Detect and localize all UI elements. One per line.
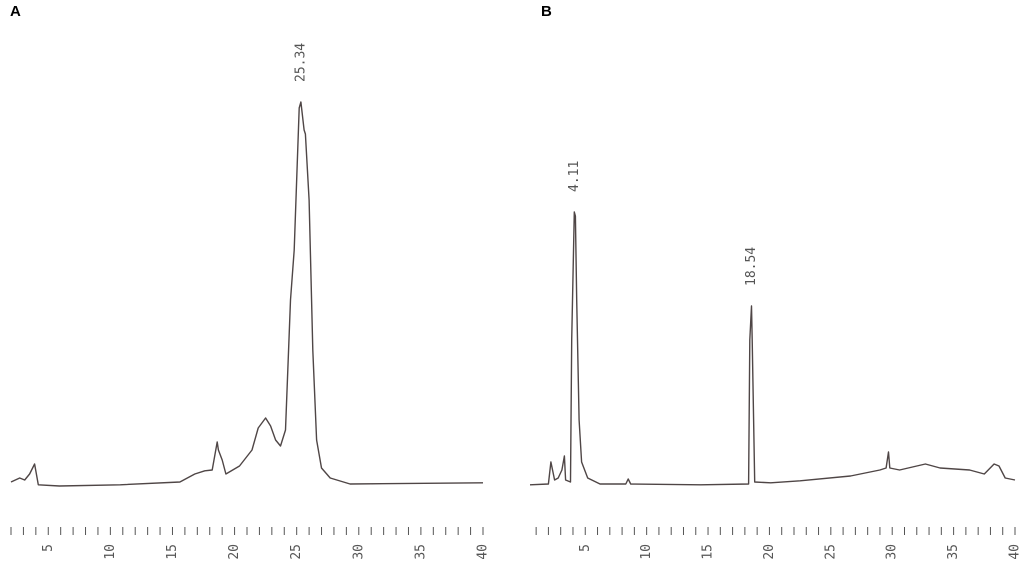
x-tick-label: 40 xyxy=(1008,544,1023,560)
x-tick-label: 15 xyxy=(701,544,716,560)
x-tick-label: 5 xyxy=(578,544,593,552)
x-tick-label: 25 xyxy=(289,544,304,560)
x-tick-label: 20 xyxy=(227,544,242,560)
x-tick-label: 30 xyxy=(885,544,900,560)
peak-label: 18.54 xyxy=(744,247,759,286)
trace xyxy=(529,211,1016,486)
x-tick-label: 10 xyxy=(639,544,654,560)
x-tick-label: 35 xyxy=(413,544,428,560)
panel-title: B xyxy=(541,3,552,20)
x-tick-label: 40 xyxy=(476,544,491,560)
peak-label: 25.34 xyxy=(293,43,308,82)
x-tick-label: 25 xyxy=(823,544,838,560)
x-tick-label: 15 xyxy=(165,544,180,560)
x-tick-label: 5 xyxy=(41,544,56,552)
x-tick-label: 10 xyxy=(103,544,118,560)
peak-label: 4.11 xyxy=(567,161,582,192)
x-tick-label: 35 xyxy=(946,544,961,560)
panel-title: A xyxy=(10,3,21,20)
trace xyxy=(10,101,484,487)
x-tick-label: 30 xyxy=(351,544,366,560)
x-tick-label: 20 xyxy=(762,544,777,560)
